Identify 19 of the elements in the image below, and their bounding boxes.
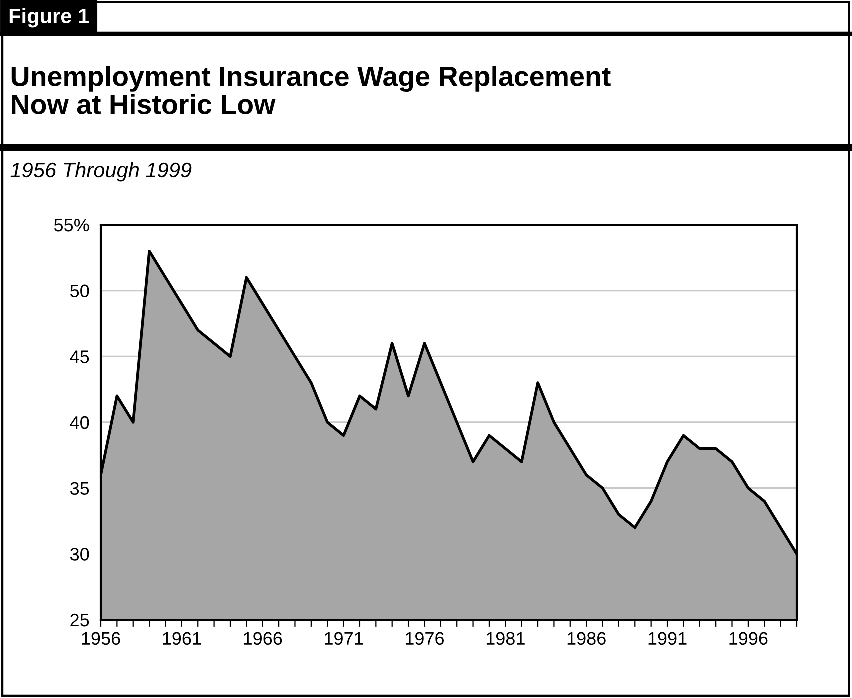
x-tick-label: 1961 [163, 632, 202, 646]
y-tick-label: 30 [70, 548, 90, 561]
y-tick-label: 45 [70, 350, 90, 364]
x-tick-label: 1991 [648, 632, 687, 646]
y-tick-label: 50 [70, 284, 90, 298]
y-tick-label: 55% [54, 219, 90, 232]
chart-title: Unemployment Insurance Wage Replacement Now at Historic Low [12, 66, 611, 114]
chart-subtitle: 1956 Through 1999 [10, 162, 192, 182]
x-tick-label: 1966 [244, 632, 282, 646]
x-tick-label: 1996 [730, 632, 768, 646]
y-tick-label: 40 [70, 416, 90, 430]
x-tick-label: 1971 [325, 632, 363, 646]
x-tick-label: 1976 [406, 632, 444, 646]
y-tick-label: 35 [70, 482, 90, 496]
x-tick-label: 1956 [82, 632, 120, 646]
caption: Figure 1 [10, 8, 89, 28]
x-tick-label: 1986 [568, 632, 606, 646]
y-tick-label: 25 [70, 614, 90, 627]
x-tick-label: 1981 [486, 632, 525, 646]
